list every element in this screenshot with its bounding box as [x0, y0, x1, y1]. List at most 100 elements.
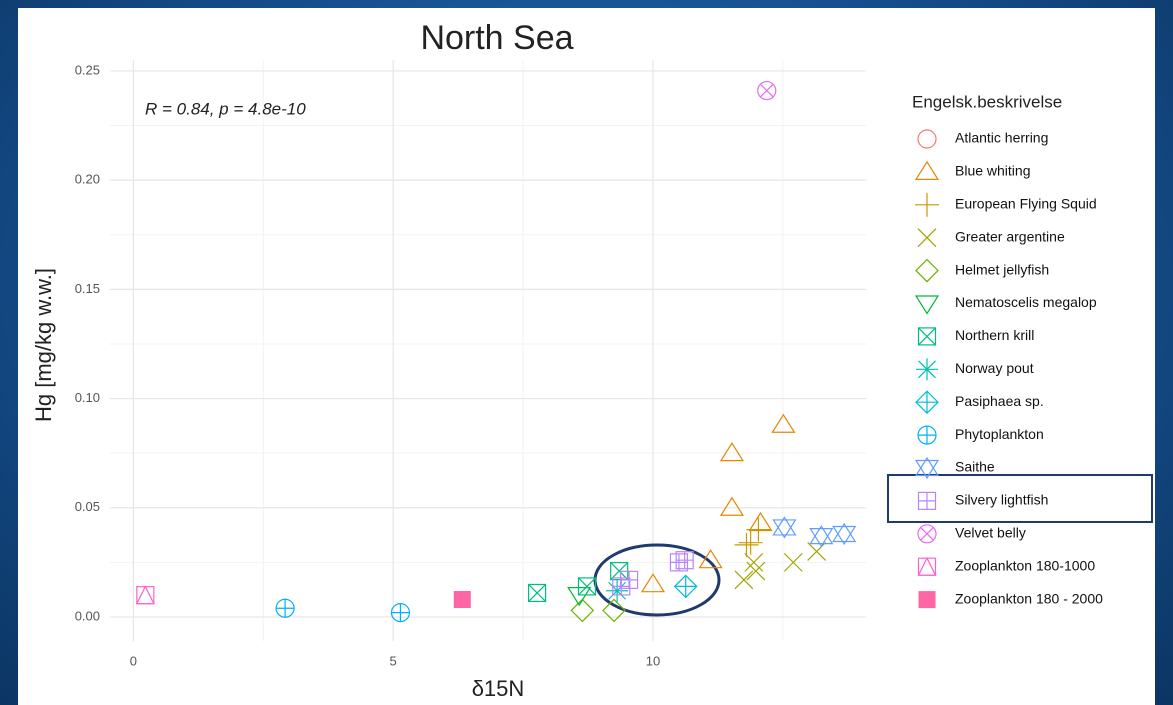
- legend-key: [915, 390, 939, 415]
- shape-part: [578, 577, 596, 596]
- shape-part: [734, 570, 754, 590]
- shape-part: [744, 552, 764, 572]
- legend-key: [914, 456, 940, 480]
- shape-part: [719, 442, 745, 462]
- y-tick-label: 0.15: [75, 281, 100, 296]
- point: [602, 598, 626, 623]
- shape-part: [783, 552, 803, 572]
- point: [746, 517, 771, 542]
- legend-label: Phytoplankton: [955, 426, 1044, 442]
- point: [640, 573, 666, 593]
- shape-part: [809, 528, 834, 548]
- x-axis-label: δ15N: [472, 676, 525, 701]
- legend-label: Zooplankton 180-1000: [955, 557, 1095, 573]
- point: [619, 570, 639, 589]
- point: [783, 552, 803, 572]
- legend-label: Northern krill: [955, 327, 1034, 343]
- legend-key: [914, 160, 940, 180]
- legend-label: Helmet jellyfish: [955, 261, 1049, 277]
- point: [809, 525, 834, 548]
- point: [390, 603, 411, 623]
- point: [275, 598, 295, 618]
- shape-part: [809, 525, 834, 545]
- point: [570, 598, 595, 623]
- point: [719, 442, 745, 462]
- shape-part: [528, 583, 547, 603]
- shape-part: [772, 516, 797, 536]
- legend-label: Greater argentine: [955, 228, 1065, 244]
- y-axis-label: Hg [mg/kg w.w.]: [31, 268, 56, 422]
- shape-part: [832, 522, 857, 543]
- shape-part: [719, 496, 745, 516]
- legend-key: [917, 491, 937, 510]
- legend-label: Saithe: [955, 459, 995, 475]
- shape-part: [917, 228, 937, 248]
- point: [832, 522, 857, 546]
- shape-part: [807, 542, 827, 561]
- point: [135, 585, 155, 605]
- point: [738, 530, 763, 555]
- chart-title: North Sea: [420, 19, 573, 57]
- legend-title: Engelsk.beskrivelse: [912, 92, 1062, 111]
- shape-part: [918, 327, 936, 346]
- shape-part: [748, 511, 773, 532]
- legend-label: Norway pout: [955, 360, 1034, 376]
- x-tick-label: 0: [130, 653, 137, 668]
- highlight-box: [887, 474, 1153, 523]
- y-tick-label: 0.00: [75, 608, 100, 623]
- legend-key: [917, 425, 937, 445]
- point: [612, 577, 631, 596]
- legend-key: [918, 591, 936, 609]
- y-tick-label: 0.10: [75, 390, 100, 405]
- legend-label: European Flying Squid: [955, 196, 1097, 212]
- y-tick-label: 0.05: [75, 499, 100, 514]
- point: [748, 511, 773, 532]
- legend-label: Pasiphaea sp.: [955, 393, 1044, 409]
- legend-label: Zooplankton 180 - 2000: [955, 590, 1103, 606]
- shape-part: [917, 556, 937, 576]
- legend-key: [917, 556, 937, 576]
- shape-part: [567, 587, 592, 607]
- shape-part: [759, 83, 774, 98]
- point: [757, 80, 777, 101]
- legend-key: [915, 258, 939, 283]
- legend-label: Blue whiting: [955, 163, 1031, 179]
- shape-part: [914, 459, 940, 480]
- legend-key: [915, 192, 939, 217]
- legend-label: Silvery lightfish: [955, 492, 1048, 508]
- shape-part: [528, 584, 547, 602]
- legend-key: [917, 228, 937, 248]
- point: [675, 551, 694, 570]
- point: [453, 591, 471, 608]
- shape-part: [602, 598, 626, 623]
- shape-part: [918, 360, 936, 379]
- legend-label: Nematoscelis megalop: [955, 294, 1097, 310]
- point: [734, 570, 754, 590]
- shape-part: [608, 581, 627, 600]
- point: [698, 549, 723, 569]
- shape-part: [918, 591, 936, 609]
- point: [744, 552, 764, 572]
- shape-part: [577, 577, 597, 596]
- shape-part: [914, 456, 940, 477]
- annotation: R = 0.84, p = 4.8e-10: [145, 99, 306, 118]
- shape-part: [917, 327, 937, 346]
- point: [606, 579, 629, 602]
- x-tick-label: 5: [390, 653, 397, 668]
- shape-part: [914, 160, 940, 180]
- x-tick-label: 10: [646, 653, 660, 668]
- shape-part: [917, 129, 937, 149]
- legend-label: Velvet belly: [955, 525, 1026, 541]
- shape-part: [914, 295, 940, 315]
- point: [528, 583, 547, 603]
- shape-part: [917, 524, 937, 544]
- point: [807, 542, 827, 561]
- y-tick-label: 0.20: [75, 172, 100, 187]
- point: [577, 577, 597, 596]
- panel: [18, 8, 1155, 705]
- shape-part: [640, 573, 666, 593]
- shape-part: [772, 519, 797, 539]
- shape-part: [453, 591, 471, 608]
- point: [772, 516, 797, 539]
